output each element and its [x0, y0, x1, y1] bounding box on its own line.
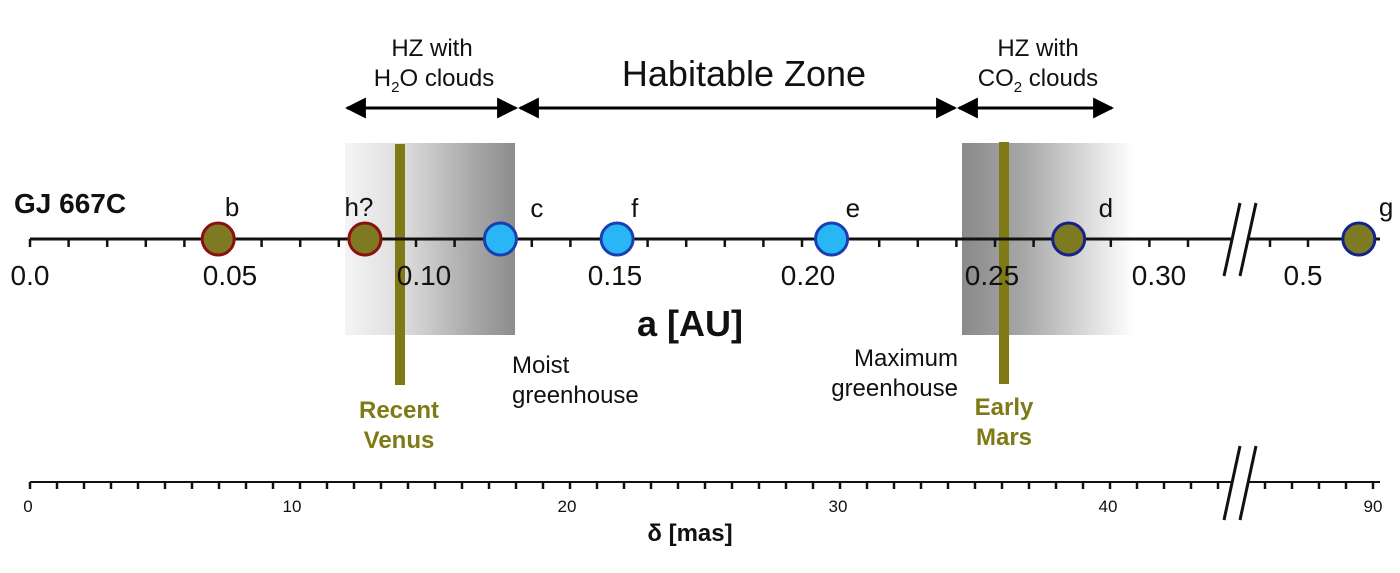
- h2o-zone-label-line1: HZ with: [391, 35, 472, 62]
- a-tick-label: 0.30: [1132, 260, 1187, 291]
- planet-label: d: [1099, 193, 1113, 223]
- moist-greenhouse-label-line2: greenhouse: [512, 382, 639, 409]
- delta-tick-label: 30: [829, 497, 848, 516]
- planet-marker-g: [1341, 221, 1377, 257]
- planet-label: e: [846, 193, 860, 223]
- early-mars-label-line1: Early: [975, 394, 1034, 421]
- planet-marker-e: [814, 221, 850, 257]
- planet-label: c: [530, 193, 543, 223]
- a-axis-title: a [AU]: [637, 303, 743, 344]
- recent-venus-label-line2: Venus: [364, 427, 435, 454]
- delta-tick-label: 0: [23, 497, 32, 516]
- recent-venus-label-line1: Recent: [359, 397, 439, 424]
- h2o-zone-label-line2: H2O clouds: [374, 65, 494, 96]
- planet-label: g: [1379, 192, 1393, 222]
- planet-marker-b: [200, 221, 236, 257]
- a-tick-label: 0.20: [781, 260, 836, 291]
- moist-greenhouse-label-line1: Moist: [512, 352, 570, 379]
- a-axis-break-mark-2: [1238, 202, 1258, 277]
- a-tick-label: 0.0: [11, 260, 50, 291]
- delta-axis-minor-ticks: [28, 482, 1375, 489]
- delta-tick-label: 40: [1099, 497, 1118, 516]
- planet-marker-c: [482, 221, 518, 257]
- a-tick-label: 0.15: [588, 260, 643, 291]
- planet-marker-d: [1051, 221, 1087, 257]
- delta-axis-break-mark-2: [1238, 445, 1258, 521]
- planets-group: b h? c f e d g: [200, 192, 1393, 257]
- star-name: GJ 667C: [14, 188, 126, 219]
- maximum-greenhouse-label-line2: greenhouse: [831, 375, 958, 402]
- delta-axis-title: δ [mas]: [647, 520, 732, 547]
- a-tick-label: 0.10: [397, 260, 452, 291]
- a-tick-label: 0.05: [203, 260, 258, 291]
- habitable-zone-label: Habitable Zone: [622, 53, 866, 94]
- a-tick-label: 0.25: [965, 260, 1020, 291]
- early-mars-label-line2: Mars: [976, 424, 1032, 451]
- a-axis-break-mark-1: [1222, 202, 1242, 277]
- delta-tick-label: 20: [558, 497, 577, 516]
- co2-zone-label-line1: HZ with: [997, 35, 1078, 62]
- maximum-greenhouse-label-line1: Maximum: [854, 345, 958, 372]
- planet-marker-h: [347, 221, 383, 257]
- early-mars-bar: [999, 142, 1009, 384]
- co2-zone-label-line2: CO2 clouds: [978, 65, 1098, 96]
- delta-axis-break-mark-1: [1222, 445, 1242, 521]
- a-tick-label: 0.5: [1284, 260, 1323, 291]
- planet-marker-f: [599, 221, 635, 257]
- planet-label: b: [225, 192, 239, 222]
- planet-label: h?: [344, 192, 373, 222]
- delta-tick-label: 90: [1364, 497, 1383, 516]
- planet-label: f: [631, 193, 639, 223]
- recent-venus-bar: [395, 144, 405, 385]
- delta-tick-label: 10: [283, 497, 302, 516]
